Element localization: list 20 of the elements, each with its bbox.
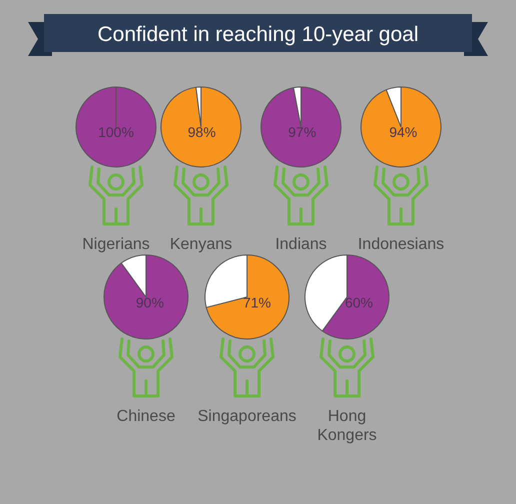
pie-slice <box>206 254 290 340</box>
text: Hong Kongers <box>317 408 377 444</box>
pie-slice <box>360 86 442 168</box>
text: Nigerians <box>82 236 150 253</box>
pie-slice <box>160 86 242 168</box>
text: Confident in reaching 10-year goal <box>97 23 419 46</box>
data-label: 94% <box>389 124 418 140</box>
data-label: 98% <box>188 124 216 140</box>
text: Indonesians <box>358 236 444 253</box>
pie-slice <box>104 254 188 340</box>
text: Indians <box>275 236 327 253</box>
data-label: 60% <box>344 294 373 310</box>
text: Singaporeans <box>198 408 296 425</box>
pie-slice <box>260 86 342 168</box>
data-label: 90% <box>136 294 164 310</box>
text: Kenyans <box>170 236 232 253</box>
data-label: 97% <box>288 124 316 140</box>
text: Chinese <box>116 408 176 425</box>
data-label: 100% <box>98 124 134 140</box>
data-label: 71% <box>242 294 271 310</box>
